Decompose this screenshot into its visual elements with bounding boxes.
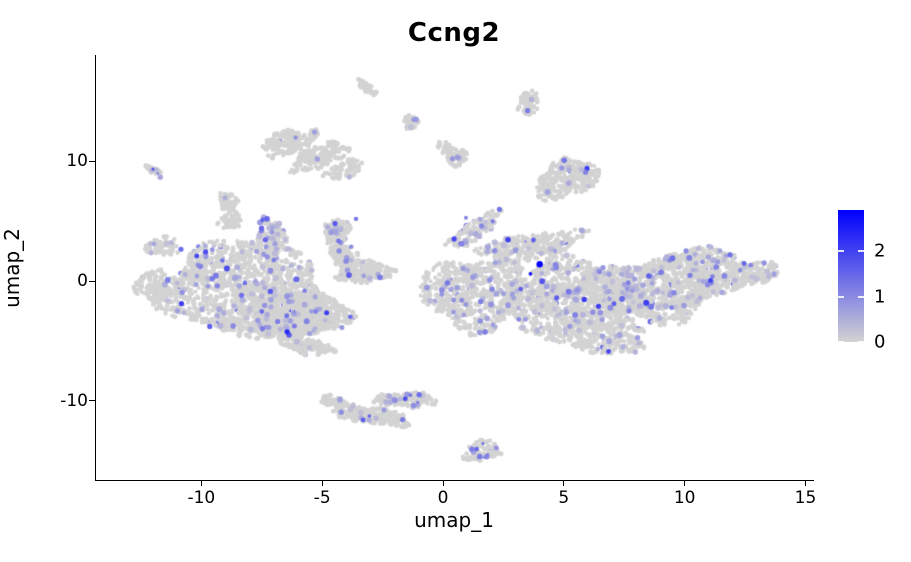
x-tick-mark (442, 480, 444, 486)
y-tick-mark (89, 160, 95, 162)
y-axis-line (95, 55, 96, 481)
y-tick-mark (89, 280, 95, 282)
x-tick-label: 0 (437, 488, 449, 508)
x-tick-mark (200, 480, 202, 486)
y-tick-mark (89, 400, 95, 402)
x-tick-mark (563, 480, 565, 486)
colorbar-tick-mark (858, 250, 864, 253)
x-tick-mark (321, 480, 323, 486)
x-tick-label: 10 (673, 488, 696, 508)
colorbar-tick-mark (858, 341, 864, 343)
y-tick-label: -10 (60, 390, 88, 411)
x-tick-label: 5 (558, 488, 570, 508)
x-tick-label: -10 (187, 488, 216, 508)
x-axis-title: umap_1 (414, 508, 494, 532)
expression-colorbar (838, 210, 864, 342)
y-axis-title: umap_2 (0, 228, 24, 308)
colorbar-tick-mark (838, 250, 844, 253)
colorbar-tick-label: 0 (874, 331, 886, 353)
x-axis-line (95, 480, 814, 481)
y-tick-label: 0 (77, 271, 88, 291)
x-tick-mark (684, 480, 686, 486)
x-tick-label: -5 (313, 488, 331, 508)
colorbar-tick-mark (838, 341, 844, 343)
colorbar-tick-mark (838, 295, 844, 298)
x-tick-mark (805, 480, 806, 486)
colorbar-tick-mark (858, 295, 864, 298)
colorbar-tick-label: 2 (874, 240, 886, 262)
y-tick-label: 10 (66, 151, 88, 172)
colorbar-tick-label: 1 (874, 286, 886, 308)
x-tick-label: 15 (794, 488, 817, 508)
